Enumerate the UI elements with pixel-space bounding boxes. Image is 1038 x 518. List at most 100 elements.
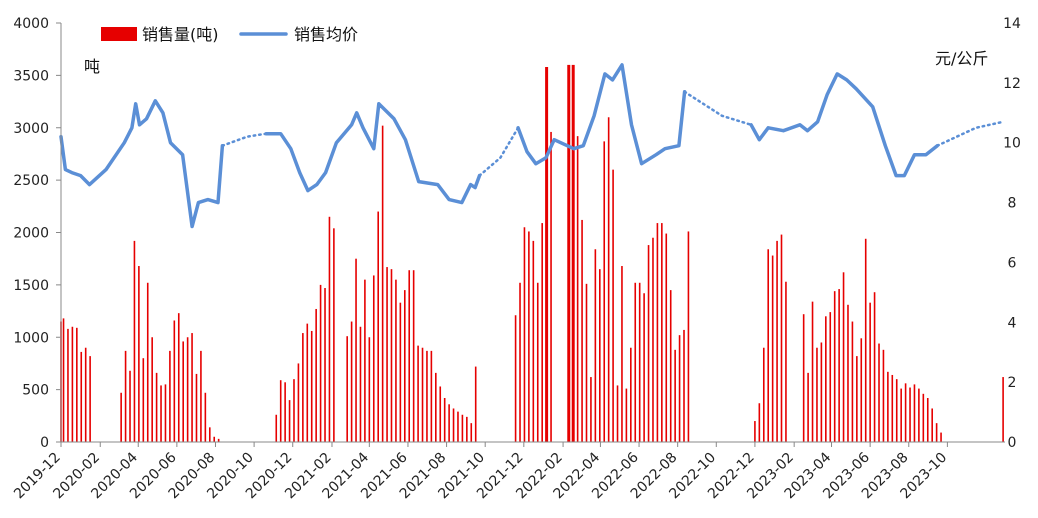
y-right-unit-label: 元/公斤 — [935, 49, 988, 68]
bar — [647, 245, 650, 442]
bar — [811, 301, 814, 442]
bar — [860, 338, 863, 442]
bar — [457, 411, 459, 442]
bar — [76, 327, 78, 442]
price-line-dotted-segment — [936, 120, 1005, 147]
bar — [359, 326, 362, 442]
bar — [293, 379, 295, 442]
bar — [785, 281, 787, 442]
bar — [550, 131, 552, 442]
price-line-segment — [749, 72, 940, 178]
y-right-tick-label: 8 — [1008, 196, 1017, 212]
bar — [355, 258, 357, 442]
y-left-tick-label: 3000 — [13, 121, 49, 137]
bar — [133, 240, 136, 442]
bar — [412, 270, 415, 442]
bar — [173, 320, 176, 442]
bar — [873, 292, 876, 442]
bar — [390, 269, 393, 442]
legend-bar-swatch — [101, 27, 137, 41]
bar — [523, 227, 526, 442]
bar — [160, 385, 162, 442]
bar — [182, 341, 184, 442]
price-line-segment — [264, 102, 482, 205]
legend-line-label: 销售均价 — [294, 25, 358, 44]
bar — [585, 283, 588, 442]
bar — [820, 342, 823, 442]
bar — [625, 388, 628, 442]
y-right-tick-label: 10 — [1003, 136, 1021, 152]
bar — [208, 427, 211, 442]
bar — [315, 308, 317, 442]
bar — [576, 136, 579, 442]
bar — [603, 141, 606, 442]
bar — [864, 238, 867, 442]
sales-volume-bars — [60, 64, 1004, 443]
bar — [67, 328, 69, 442]
bar — [638, 282, 641, 442]
bar — [328, 216, 331, 442]
bar — [891, 374, 894, 442]
bar — [776, 240, 778, 442]
price-line-dotted-segment — [221, 132, 268, 147]
bar — [856, 356, 858, 442]
bar — [634, 282, 637, 442]
bar — [758, 403, 761, 442]
bar — [368, 337, 371, 442]
bar — [310, 330, 313, 442]
average-price-line — [59, 63, 1005, 229]
price-line-dotted-segment — [683, 90, 753, 127]
bar — [213, 436, 216, 442]
legend-bar-label: 销售量(吨) — [142, 25, 219, 44]
bar — [802, 314, 805, 442]
bar — [895, 379, 898, 442]
bar — [935, 423, 938, 442]
bar — [386, 267, 388, 442]
bar — [514, 315, 517, 442]
y-right-tick-label: 2 — [1008, 375, 1017, 391]
bar — [284, 382, 286, 442]
bar — [669, 290, 672, 442]
bar — [528, 231, 530, 442]
bar — [195, 373, 198, 442]
bar — [129, 370, 131, 442]
price-line-dotted-segment — [478, 126, 520, 177]
bar — [913, 384, 916, 442]
bar — [541, 223, 543, 442]
bar — [656, 223, 659, 442]
bar — [652, 237, 654, 442]
bar — [372, 275, 375, 442]
bar — [399, 302, 402, 442]
bar — [771, 255, 774, 442]
bar — [532, 240, 535, 442]
bar — [306, 323, 309, 442]
price-line-segment — [59, 99, 225, 229]
y-left-tick-label: 2000 — [13, 226, 49, 242]
bar — [430, 350, 433, 442]
bar — [302, 333, 304, 442]
bar — [581, 219, 583, 442]
bar — [661, 223, 663, 442]
bar — [900, 388, 902, 442]
bar — [381, 125, 384, 443]
bar — [762, 347, 765, 442]
bar — [120, 392, 122, 442]
bar — [847, 304, 849, 442]
y-right-tick-label: 0 — [1008, 435, 1017, 451]
bar — [177, 313, 180, 442]
bar — [829, 312, 832, 442]
y-left-tick-label: 0 — [40, 435, 49, 451]
bar — [594, 249, 597, 442]
bar — [825, 316, 827, 442]
bar — [612, 169, 614, 442]
bar — [319, 284, 322, 443]
bar — [164, 384, 167, 442]
bar — [297, 363, 300, 442]
bar — [364, 279, 366, 442]
bar — [616, 385, 619, 442]
bar — [71, 326, 74, 442]
bar — [452, 408, 455, 442]
bar — [346, 336, 348, 442]
bar — [426, 350, 428, 442]
